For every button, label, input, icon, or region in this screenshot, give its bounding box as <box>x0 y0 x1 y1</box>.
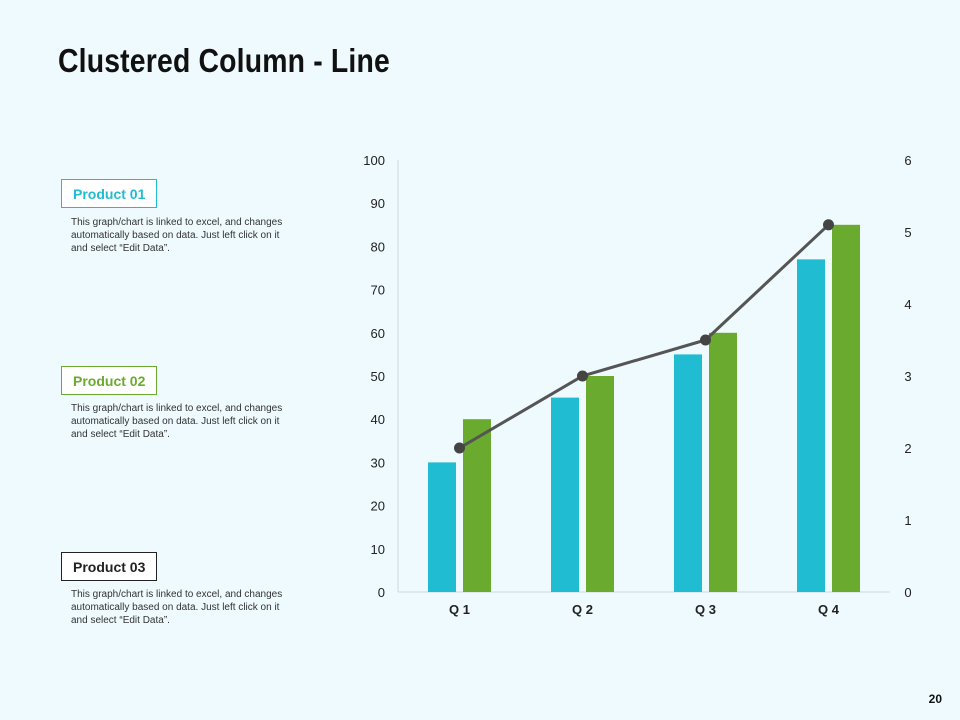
bar <box>709 332 737 592</box>
product-01-label: Product 01 <box>61 179 158 208</box>
page-number: 20 <box>928 692 942 706</box>
y-tick-label: 50 <box>371 369 385 384</box>
product-03-label: Product 03 <box>61 552 158 581</box>
product-02-description: This graph/chart is linked to excel, and… <box>71 403 283 440</box>
y2-tick-label: 4 <box>904 297 911 312</box>
x-tick-label: Q 4 <box>818 602 840 617</box>
x-tick-label: Q 1 <box>449 602 470 617</box>
y-tick-label: 70 <box>371 283 385 298</box>
line-point <box>700 334 711 346</box>
product-03-description: This graph/chart is linked to excel, and… <box>71 589 283 626</box>
product-01-description: This graph/chart is linked to excel, and… <box>71 217 283 254</box>
y-tick-label: 90 <box>371 196 385 211</box>
bar <box>586 376 614 592</box>
line-point <box>454 442 465 454</box>
line-point <box>577 370 588 382</box>
bar <box>674 354 702 592</box>
y2-tick-label: 6 <box>904 153 911 168</box>
y-tick-label: 20 <box>371 499 385 514</box>
y-tick-label: 30 <box>371 455 385 470</box>
page-title: Clustered Column - Line <box>58 42 390 79</box>
x-tick-label: Q 2 <box>572 602 593 617</box>
product-02-label: Product 02 <box>61 366 158 395</box>
y-tick-label: 80 <box>371 239 385 254</box>
line-point <box>823 219 834 231</box>
y-tick-label: 0 <box>378 585 385 600</box>
bar <box>832 224 860 593</box>
y2-tick-label: 0 <box>904 585 911 600</box>
y-tick-label: 10 <box>371 542 385 557</box>
y2-tick-label: 2 <box>904 441 911 456</box>
y-tick-label: 60 <box>371 326 385 341</box>
bar <box>797 259 825 592</box>
x-tick-label: Q 3 <box>695 602 716 617</box>
y2-tick-label: 3 <box>904 369 911 384</box>
y2-tick-label: 5 <box>904 225 911 240</box>
bar <box>463 419 491 592</box>
bar <box>551 397 579 592</box>
bar <box>428 462 456 592</box>
y2-tick-label: 1 <box>904 513 911 528</box>
y-tick-label: 40 <box>371 412 385 427</box>
series-line <box>458 223 830 450</box>
y-tick-label: 100 <box>363 153 385 168</box>
